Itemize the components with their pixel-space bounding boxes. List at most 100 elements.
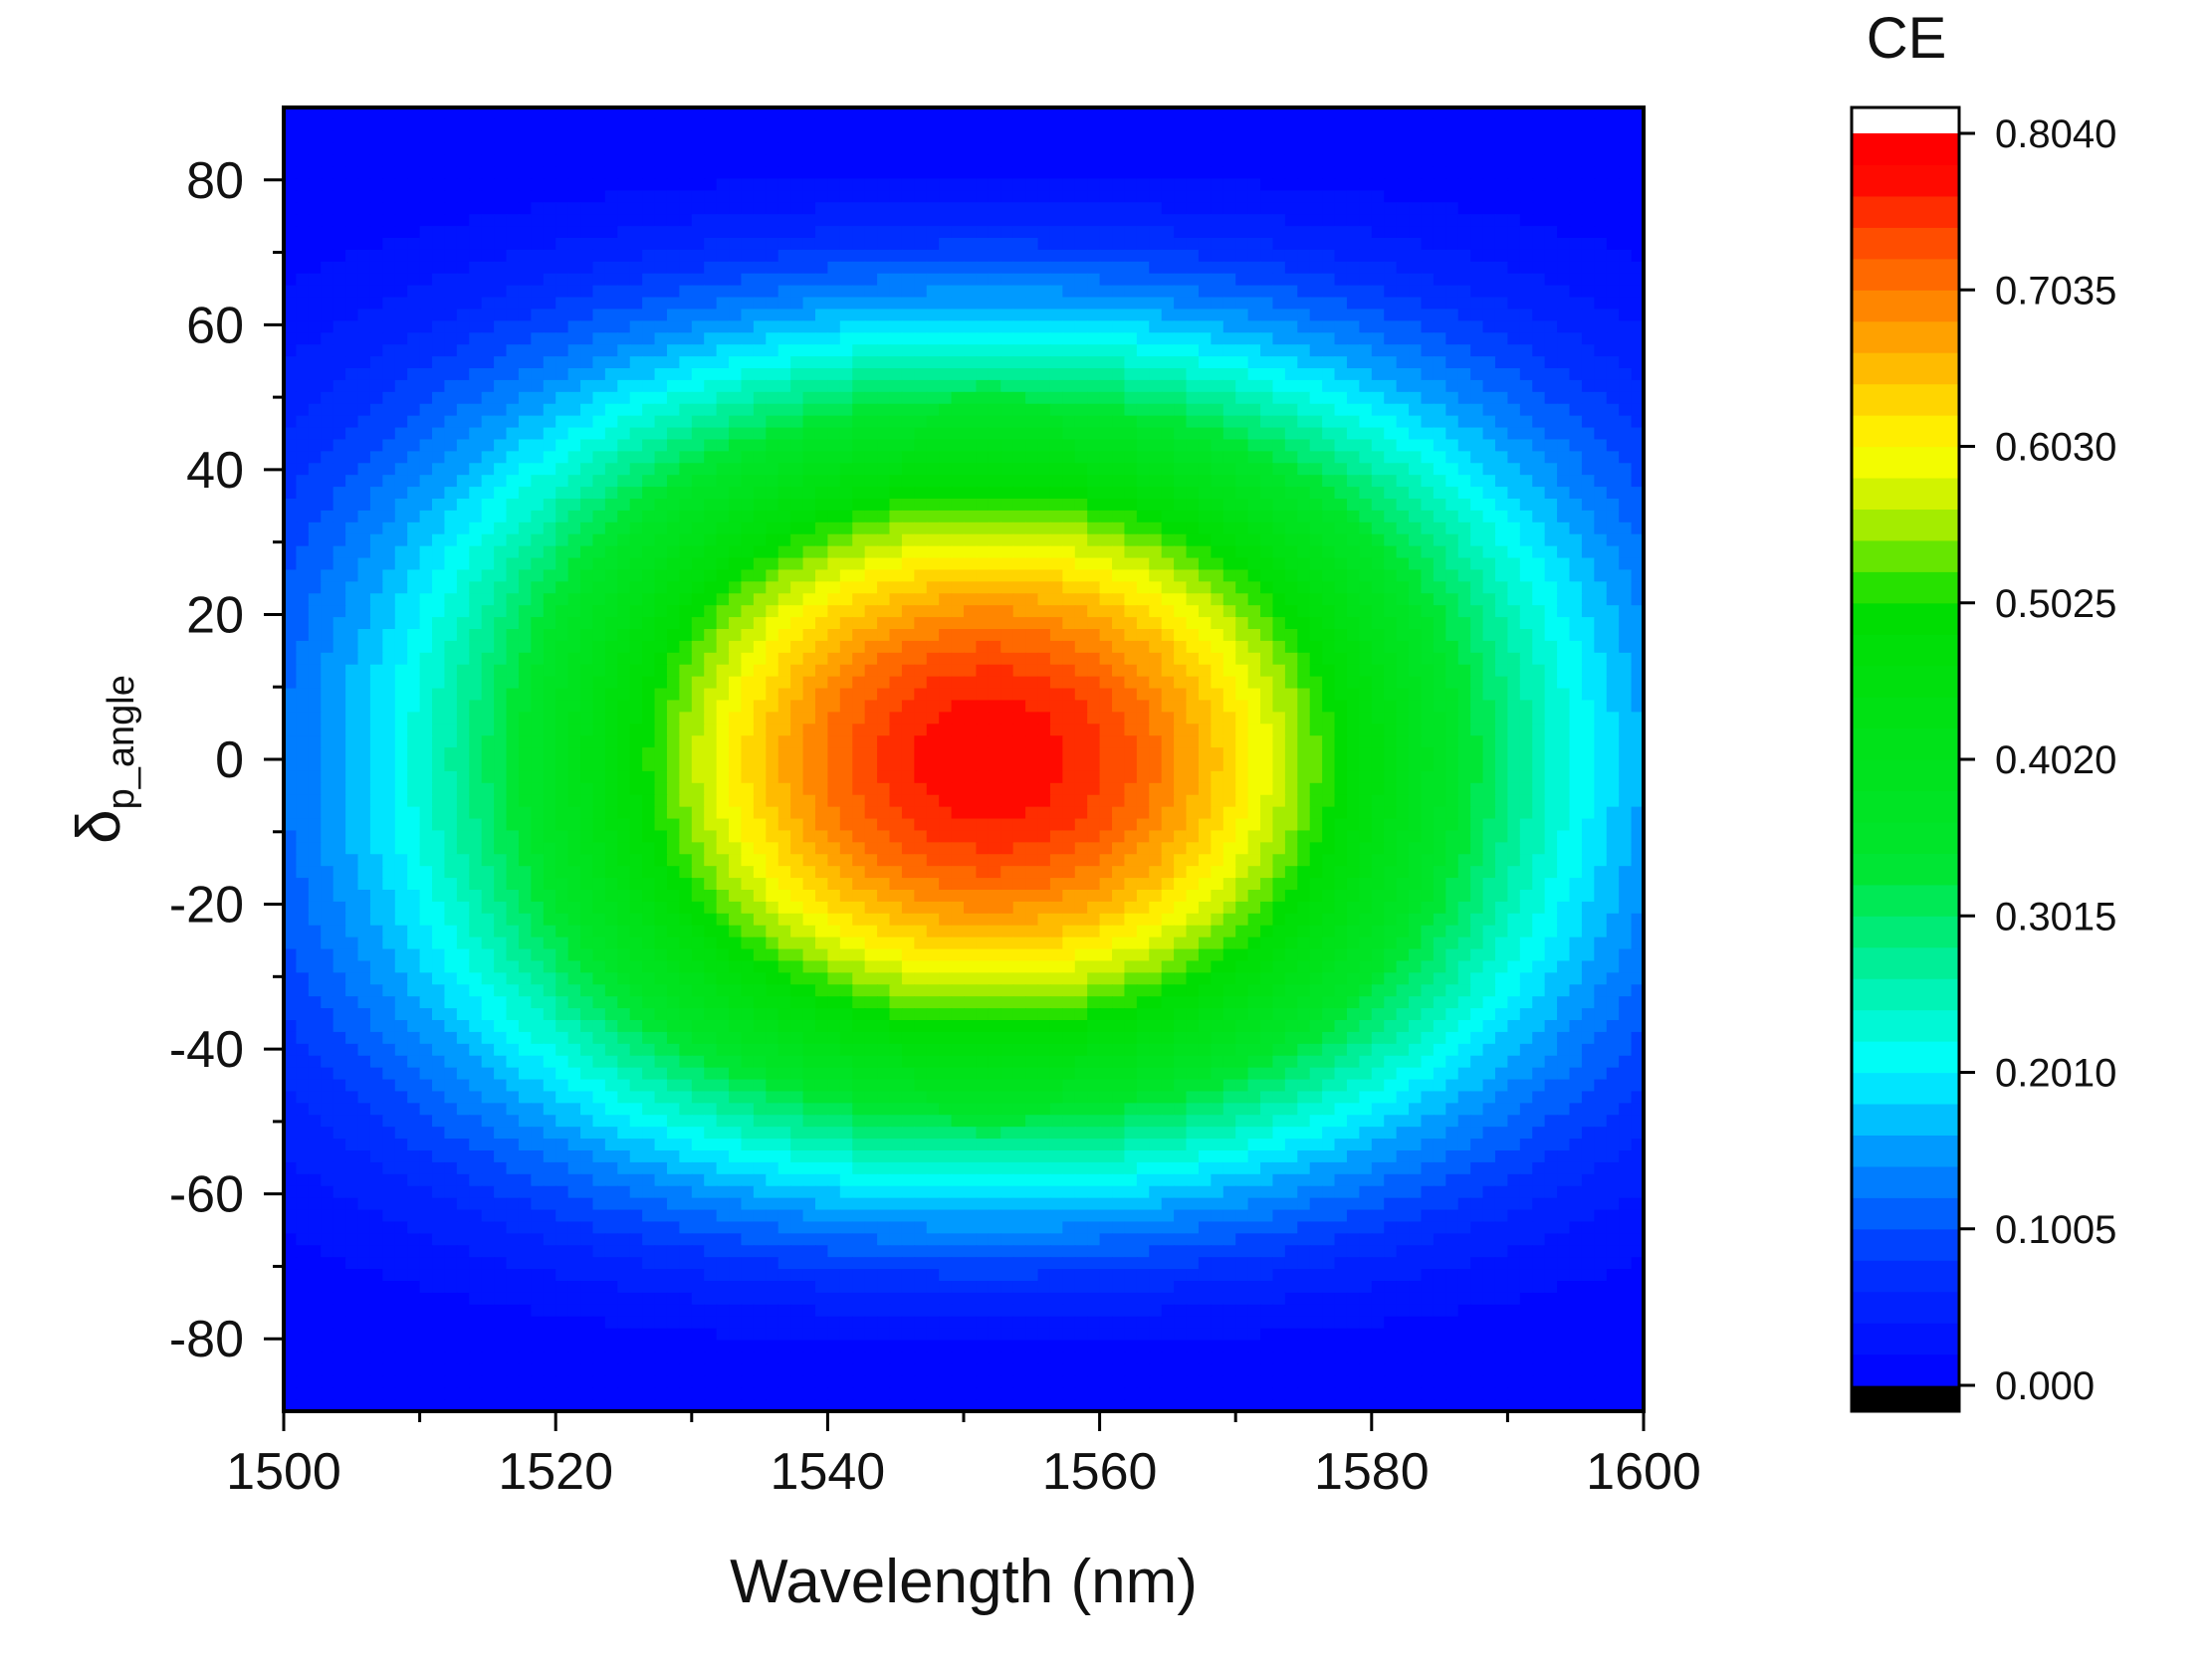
- contour-cell: [419, 130, 433, 144]
- contour-cell: [308, 427, 323, 441]
- contour-cell: [580, 356, 594, 369]
- contour-cell: [864, 309, 878, 322]
- contour-cell: [592, 368, 606, 381]
- contour-cell: [444, 214, 458, 227]
- contour-cell: [284, 569, 298, 583]
- contour-cell: [1149, 487, 1163, 500]
- contour-cell: [1631, 273, 1645, 287]
- contour-cell: [1272, 261, 1286, 275]
- contour-cell: [766, 130, 779, 144]
- contour-cell: [926, 581, 940, 595]
- contour-cell: [753, 297, 768, 311]
- contour-cell: [308, 356, 323, 369]
- contour-cell: [1359, 439, 1373, 453]
- contour-cell: [790, 214, 804, 227]
- contour-cell: [679, 487, 693, 500]
- contour-cell: [814, 190, 829, 204]
- contour-cell: [456, 475, 471, 488]
- contour-cell: [1149, 214, 1163, 227]
- contour-cell: [679, 617, 693, 630]
- contour-cell: [679, 569, 693, 583]
- contour-cell: [1470, 475, 1484, 488]
- contour-cell: [1569, 202, 1583, 215]
- contour-cell: [852, 533, 866, 547]
- contour-cell: [369, 557, 384, 571]
- contour-cell: [1161, 226, 1175, 239]
- contour-cell: [716, 297, 730, 311]
- contour-cell: [1346, 226, 1361, 239]
- contour-cell: [284, 214, 298, 227]
- contour-cell: [1211, 368, 1224, 381]
- contour-cell: [1532, 605, 1546, 618]
- contour-cell: [814, 463, 829, 476]
- contour-cell: [1235, 427, 1249, 441]
- contour-cell: [1569, 154, 1583, 168]
- contour-cell: [864, 238, 878, 251]
- contour-cell: [1136, 356, 1151, 369]
- contour-cell: [926, 142, 940, 156]
- contour-cell: [877, 273, 891, 287]
- contour-cell: [1198, 415, 1213, 429]
- contour-cell: [777, 451, 791, 465]
- contour-cell: [1409, 379, 1423, 393]
- contour-cell: [1149, 415, 1163, 429]
- contour-cell: [629, 130, 643, 144]
- contour-cell: [1297, 545, 1311, 559]
- contour-cell: [679, 629, 693, 642]
- contour-cell: [939, 226, 953, 239]
- contour-cell: [679, 249, 693, 263]
- contour-cell: [1062, 617, 1076, 630]
- contour-cell: [629, 557, 643, 571]
- contour-cell: [1136, 510, 1151, 523]
- contour-cell: [716, 368, 730, 381]
- contour-cell: [976, 403, 990, 417]
- contour-cell: [1260, 427, 1274, 441]
- contour-cell: [1631, 178, 1645, 192]
- contour-cell: [1222, 238, 1236, 251]
- contour-cell: [827, 510, 841, 523]
- contour-cell: [345, 356, 359, 369]
- contour-cell: [394, 521, 408, 535]
- contour-cell: [1470, 285, 1484, 299]
- contour-cell: [469, 154, 483, 168]
- contour-cell: [394, 178, 408, 192]
- contour-cell: [531, 499, 545, 512]
- contour-cell: [691, 581, 706, 595]
- contour-cell: [827, 238, 841, 251]
- contour-cell: [1012, 297, 1026, 311]
- contour-cell: [852, 640, 866, 654]
- contour-cell: [827, 533, 841, 547]
- contour-cell: [666, 629, 681, 642]
- contour-cell: [679, 415, 693, 429]
- contour-cell: [1124, 463, 1138, 476]
- contour-cell: [716, 451, 730, 465]
- contour-cell: [1309, 415, 1323, 429]
- contour-cell: [1445, 178, 1459, 192]
- contour-cell: [531, 178, 545, 192]
- contour-cell: [1297, 130, 1311, 144]
- contour-cell: [988, 391, 1002, 405]
- contour-cell: [617, 273, 631, 287]
- contour-cell: [345, 557, 359, 571]
- contour-cell: [1507, 166, 1521, 180]
- contour-cell: [332, 273, 346, 287]
- contour-cell: [494, 130, 508, 144]
- contour-cell: [617, 475, 631, 488]
- contour-cell: [814, 356, 829, 369]
- contour-cell: [382, 581, 396, 595]
- contour-cell: [1359, 451, 1373, 465]
- contour-cell: [1235, 118, 1249, 132]
- contour-cell: [321, 427, 334, 441]
- contour-cell: [1186, 510, 1200, 523]
- contour-cell: [1161, 214, 1175, 227]
- contour-cell: [321, 640, 334, 654]
- contour-cell: [1359, 629, 1373, 642]
- contour-cell: [407, 593, 421, 606]
- contour-cell: [1297, 593, 1311, 606]
- contour-cell: [901, 533, 916, 547]
- contour-cell: [1544, 356, 1558, 369]
- contour-cell: [1297, 487, 1311, 500]
- contour-cell: [1445, 273, 1459, 287]
- contour-cell: [914, 379, 928, 393]
- contour-cell: [1519, 368, 1534, 381]
